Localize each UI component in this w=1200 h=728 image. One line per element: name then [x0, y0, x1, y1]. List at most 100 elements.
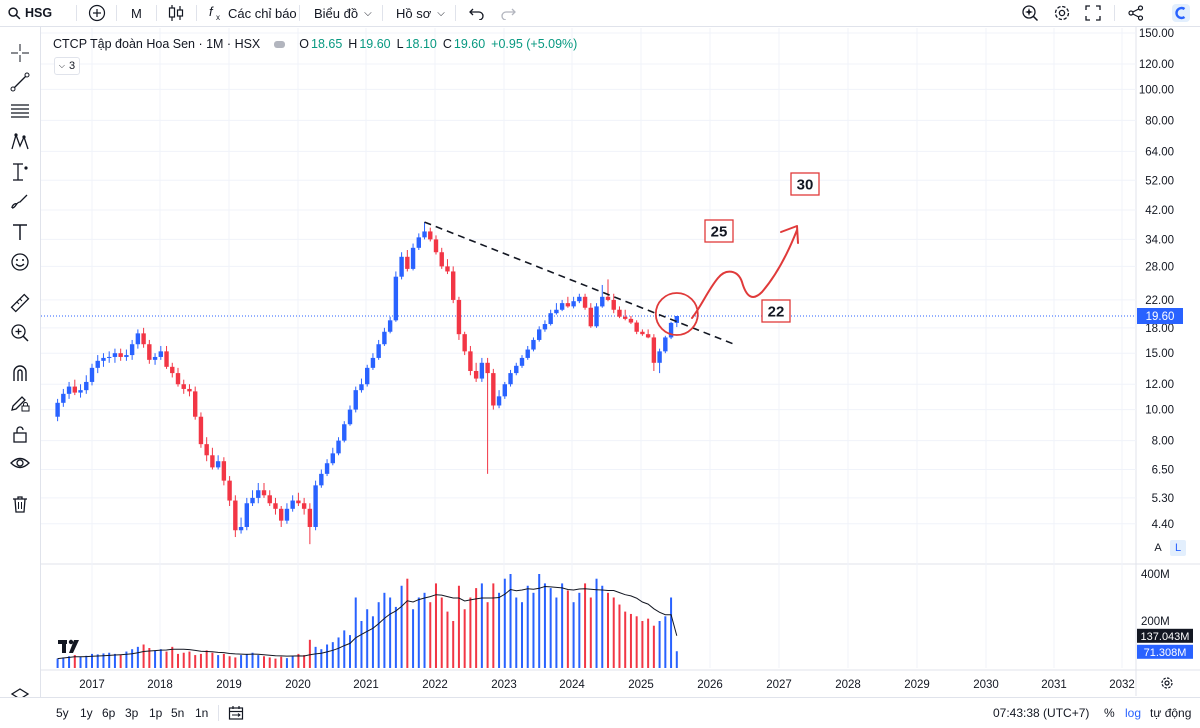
candle-body: [548, 313, 553, 325]
range-5y-button[interactable]: 5y: [56, 698, 69, 728]
candle-body: [668, 322, 674, 338]
log-scale-button[interactable]: L: [1170, 540, 1186, 556]
pattern-tool[interactable]: [8, 130, 32, 154]
auto-scale-toggle[interactable]: tự động: [1150, 698, 1191, 728]
interval-button[interactable]: M: [131, 0, 142, 26]
volume-bar: [303, 655, 306, 668]
candle-body: [439, 252, 444, 267]
fib-tool[interactable]: [8, 99, 32, 123]
volume-bar: [561, 583, 564, 668]
volume-bar: [257, 655, 260, 668]
volume-bar: [532, 592, 535, 668]
range-5n-button[interactable]: 5n: [171, 698, 184, 728]
candle-body: [273, 503, 278, 509]
candle-body: [542, 324, 548, 330]
legend-collapse-button[interactable]: ⌵ 3: [54, 57, 80, 75]
toolbar-separator: [196, 5, 197, 21]
candle-body: [147, 344, 152, 360]
price-tick-label: 12.00: [1145, 379, 1174, 391]
redo-button[interactable]: [500, 0, 516, 26]
time-axis-settings-button[interactable]: [1160, 676, 1176, 692]
volume-bar: [526, 585, 529, 668]
volume-bar: [543, 583, 546, 668]
range-label: 5y: [56, 706, 69, 720]
calendar-range-icon: [228, 706, 244, 720]
magnet-tool[interactable]: [8, 361, 32, 385]
settings-button[interactable]: [1053, 0, 1071, 26]
range-1y-button[interactable]: 1y: [80, 698, 93, 728]
target-box: [704, 219, 734, 243]
candle-body: [353, 390, 358, 410]
hide-drawings-tool[interactable]: [8, 451, 32, 475]
text-tool[interactable]: [8, 220, 32, 244]
candle-body: [387, 320, 393, 332]
log-scale-toggle[interactable]: log: [1125, 698, 1141, 728]
volume-bar: [515, 597, 518, 668]
time-tick-label: 2025: [628, 679, 654, 691]
magnet-icon: [13, 365, 27, 381]
profile-menu-button[interactable]: Hồ sơ ⌵: [396, 0, 445, 26]
candle-body: [451, 271, 456, 300]
undo-button[interactable]: [469, 0, 485, 26]
price-tick-label: 18.00: [1145, 323, 1174, 335]
chevron-down-icon: ⌵: [364, 7, 372, 19]
lock-drawings-tool[interactable]: [8, 422, 32, 446]
volume-bar: [263, 656, 265, 668]
chart-type-button[interactable]: [168, 0, 184, 26]
range-3p-button[interactable]: 3p: [125, 698, 138, 728]
crosshair-tool[interactable]: [8, 41, 32, 65]
share-button[interactable]: [1128, 0, 1144, 26]
candle-body: [611, 299, 616, 310]
stay-in-drawing-tool[interactable]: [8, 391, 32, 415]
volume-bar: [366, 609, 369, 668]
volume-bar: [566, 590, 569, 668]
emoji-tool[interactable]: [8, 250, 32, 274]
candle-body: [301, 503, 307, 509]
measure-tool[interactable]: [8, 291, 32, 315]
brush-tool[interactable]: [8, 190, 32, 214]
time-axis[interactable]: 2017 2018 2019 2020 2021 2022 2023 2024 2025 2026…: [79, 679, 1135, 691]
price-tick-label: 10.00: [1145, 405, 1174, 417]
candle-body: [193, 391, 198, 417]
symbol-search-button[interactable]: HSG: [8, 0, 52, 26]
profile-menu-label: Hồ sơ: [396, 5, 432, 21]
go-to-date-button[interactable]: [228, 698, 244, 728]
remove-drawings-tool[interactable]: [8, 492, 32, 516]
prediction-tool[interactable]: [8, 160, 32, 184]
candle-body: [525, 349, 530, 358]
volume-bar: [331, 642, 334, 668]
range-1n-button[interactable]: 1n: [195, 698, 208, 728]
volume-bar: [68, 656, 71, 668]
range-6p-button[interactable]: 6p: [102, 698, 115, 728]
auto-scale-button[interactable]: A: [1150, 540, 1166, 556]
app-logo-button[interactable]: [1172, 0, 1190, 26]
redo-icon: [501, 8, 516, 20]
low-value: 18.10: [405, 37, 437, 51]
projection-arrow-head: [780, 225, 799, 244]
candle-body: [456, 299, 462, 335]
range-1p-button[interactable]: 1p: [149, 698, 162, 728]
trendline-tool[interactable]: [8, 70, 32, 94]
zoom-tool[interactable]: [8, 321, 32, 345]
volume-tick-label: 400M: [1141, 569, 1170, 581]
quick-search-button[interactable]: [1021, 0, 1039, 26]
volume-bar: [377, 602, 380, 668]
percent-scale-button[interactable]: %: [1104, 698, 1115, 728]
volume-bar: [199, 653, 202, 668]
chart-menu-button[interactable]: Biểu đồ ⌵: [314, 0, 372, 26]
candle-body: [204, 444, 209, 456]
candle-body: [233, 500, 238, 531]
legend-title[interactable]: CTCP Tập đoàn Hoa Sen · 1M · HSX: [53, 37, 261, 51]
volume-axis[interactable]: 400M 200M 137.043M 71.308M: [1137, 569, 1193, 659]
timezone-button[interactable]: 07:43:38 (UTC+7): [993, 698, 1089, 728]
candle-body: [267, 495, 272, 504]
price-axis[interactable]: 150.00 120.00 100.00 80.00 64.00 52.00 42.00 34…: [1137, 28, 1183, 531]
volume-bar: [177, 653, 179, 668]
compare-button[interactable]: [88, 0, 106, 26]
candle-body: [645, 334, 651, 338]
fullscreen-button[interactable]: [1085, 0, 1101, 26]
